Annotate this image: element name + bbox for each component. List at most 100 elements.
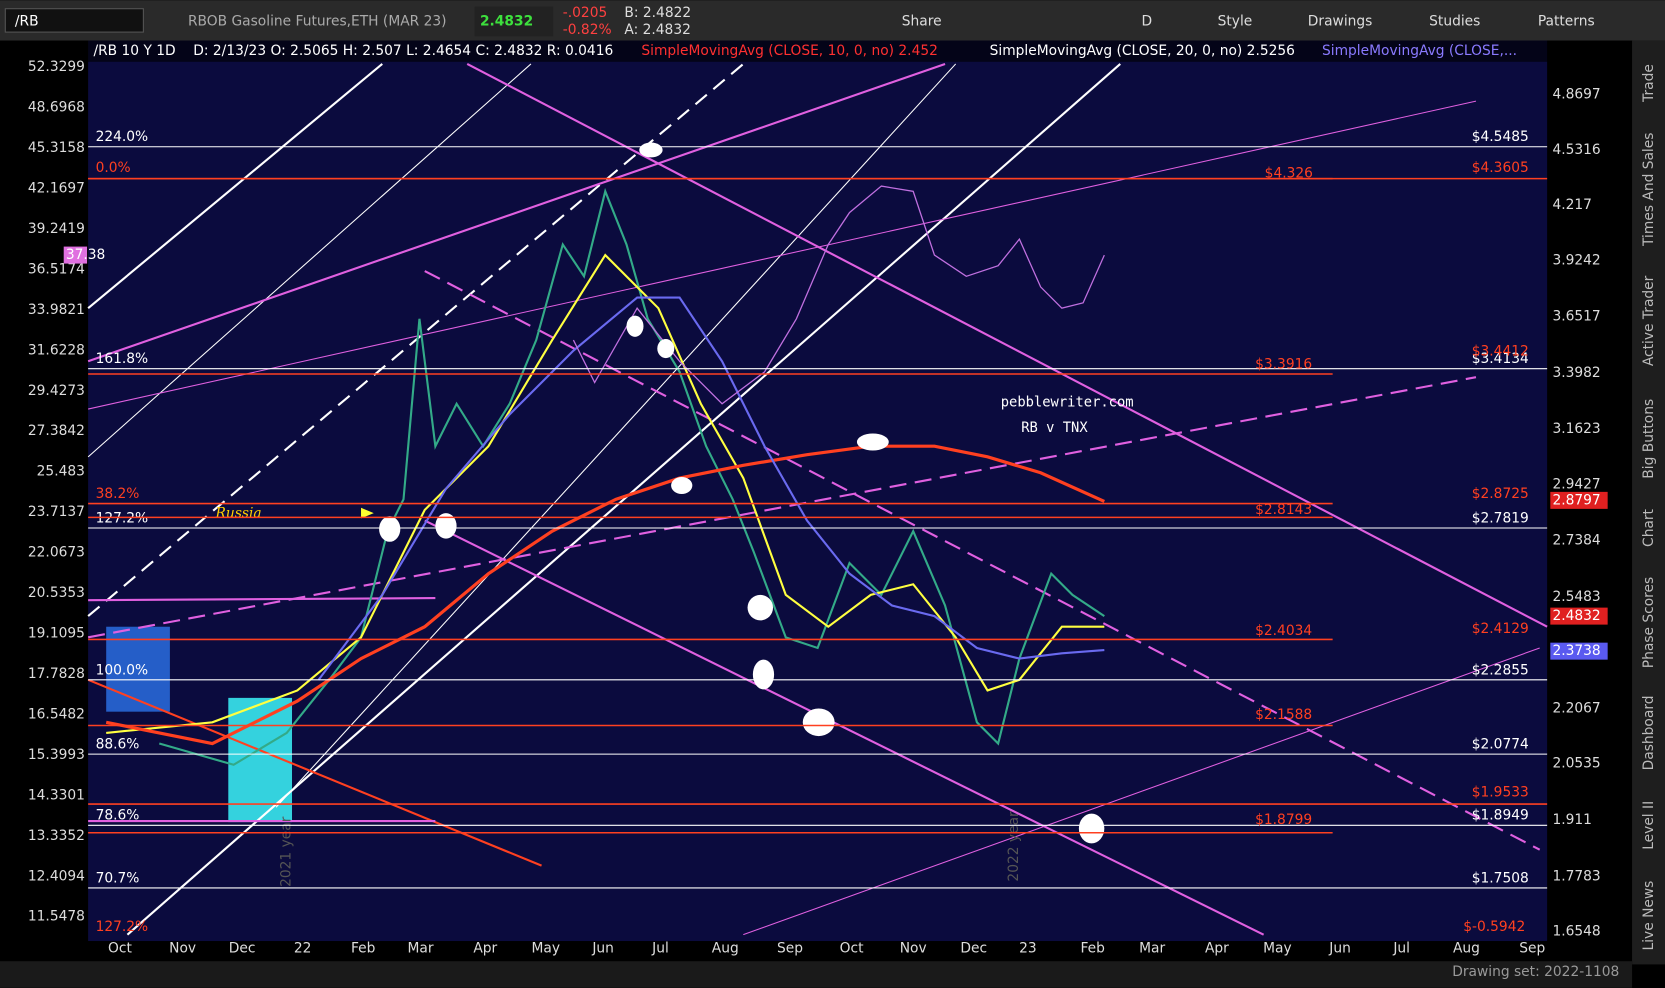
level-label: $2.1588: [1255, 707, 1312, 723]
left-tick-label: 25.483: [37, 464, 85, 480]
left-tick-label: 33.9821: [28, 302, 85, 318]
x-tick-label: Jul: [1392, 940, 1410, 956]
left-tick-label: 27.3842: [28, 423, 85, 439]
right-tick-label: 4.5316: [1552, 142, 1600, 158]
level-left-label: 88.6%: [96, 737, 140, 753]
x-tick-label: 22: [294, 940, 312, 956]
sidebar-tab[interactable]: Dashboard: [1641, 695, 1657, 770]
x-tick-label: Sep: [777, 940, 803, 956]
x-tick-label: Jun: [1328, 940, 1351, 956]
last-box: [474, 6, 554, 37]
x-tick-label: May: [1263, 940, 1292, 956]
year-mark: 2022 year: [1006, 811, 1022, 882]
change: -.0205: [563, 5, 607, 21]
right-tick-label: 2.9427: [1552, 476, 1600, 492]
level-label: $3.3916: [1255, 356, 1312, 372]
ask: A: 2.4832: [624, 22, 691, 38]
header-bar: [0, 40, 1665, 62]
symbol: /RB: [15, 13, 39, 29]
right-tick-label: 3.9242: [1552, 252, 1600, 268]
drawing-set[interactable]: Drawing set: 2022-1108: [1452, 964, 1619, 980]
toolbar-button[interactable]: Studies: [1429, 13, 1480, 29]
trend-line: [87, 62, 946, 363]
sidebar-tab[interactable]: Active Trader: [1641, 275, 1657, 366]
header-text: D: 2/13/23 O: 2.5065 H: 2.507 L: 2.4654 …: [193, 43, 613, 59]
left-tick-label: 36.5174: [28, 261, 85, 277]
left-tick-label: 48.6968: [28, 100, 85, 116]
sidebar-tab[interactable]: Big Buttons: [1641, 399, 1657, 479]
description: RBOB Gasoline Futures,ETH (MAR 23): [188, 13, 447, 29]
last-price: 2.4832: [480, 13, 533, 29]
left-tick-label: 23.7137: [28, 504, 85, 520]
toolbar-button[interactable]: Style: [1218, 13, 1253, 29]
x-tick-label: Mar: [407, 940, 433, 956]
left-tick-label: 12.4094: [28, 868, 85, 884]
toolbar-button[interactable]: Drawings: [1308, 13, 1373, 29]
level-label: 0.0%: [96, 160, 131, 176]
left-tick-label: 19.1095: [28, 626, 85, 642]
right-tick-label: 1.7783: [1552, 868, 1600, 884]
bid: B: 2.4822: [624, 5, 691, 21]
left-tick-label: 20.5353: [28, 585, 85, 601]
x-tick-label: Aug: [1453, 940, 1480, 956]
right-tick-label: 3.6517: [1552, 309, 1600, 325]
trend-line: [87, 63, 532, 458]
price-tag-label: 37.38: [66, 247, 106, 263]
trend-line: [87, 678, 542, 867]
price-path: [158, 187, 1105, 766]
left-tick-label: 39.2419: [28, 221, 85, 237]
sidebar-tab[interactable]: Live News: [1641, 881, 1657, 951]
price-tag: [1550, 607, 1608, 625]
header-text: SimpleMovingAvg (CLOSE, 10, 0, no) 2.452: [641, 43, 938, 59]
level-left-label: 224.0%: [96, 129, 149, 145]
x-tick-label: Nov: [169, 940, 196, 956]
trend-line: [87, 63, 744, 617]
right-tick-label: 3.3982: [1552, 365, 1600, 381]
level-label: $1.9533: [1472, 784, 1529, 800]
sidebar: [1632, 40, 1665, 965]
left-tick-label: 11.5478: [28, 909, 85, 925]
trend-line: [743, 647, 1540, 936]
x-tick-label: Apr: [473, 940, 497, 956]
symbol-box[interactable]: [4, 8, 144, 33]
sidebar-tab[interactable]: Phase Scores: [1641, 577, 1657, 668]
right-tick-label: 2.5483: [1552, 589, 1600, 605]
level-label: 127.2%: [96, 919, 149, 935]
left-tick-label: 22.0673: [28, 545, 85, 561]
level-right-label: $2.7819: [1472, 510, 1529, 526]
price-tag: [1550, 491, 1608, 509]
toolbar-button[interactable]: D: [1141, 13, 1152, 29]
sidebar-tab[interactable]: Chart: [1641, 508, 1657, 547]
level-right-label: $1.7508: [1472, 870, 1529, 886]
right-tick-label: 2.2067: [1552, 700, 1600, 716]
right-tick-label: 4.8697: [1552, 87, 1600, 103]
header-text: SimpleMovingAvg (CLOSE, 20, 0, no) 2.525…: [990, 43, 1295, 59]
level-right-label: $3.4134: [1472, 351, 1529, 367]
sidebar-tab[interactable]: Level II: [1641, 801, 1657, 850]
sidebar-tab[interactable]: Times And Sales: [1641, 133, 1657, 247]
toolbar-button[interactable]: Share: [902, 13, 942, 29]
price-tag: [63, 246, 88, 264]
x-tick-label: Oct: [840, 940, 864, 956]
moving-average: [106, 253, 1105, 734]
x-tick-label: May: [532, 940, 561, 956]
price-tag-label: 2.3738: [1552, 643, 1600, 659]
header-text: SimpleMovingAvg (CLOSE,...: [1322, 43, 1517, 59]
trend-line: [424, 270, 1541, 851]
level-left-label: 100.0%: [96, 662, 149, 678]
markers: [379, 142, 1105, 844]
price-tag-label: 2.8797: [1552, 492, 1600, 508]
x-tick-label: Dec: [960, 940, 987, 956]
level-label: $3.4412: [1472, 344, 1529, 360]
level-label: $-0.5942: [1463, 919, 1525, 935]
toolbar-button[interactable]: Patterns: [1538, 13, 1595, 29]
x-tick-label: Jun: [591, 940, 614, 956]
footer: [0, 961, 1633, 988]
level-right-label: $1.8949: [1472, 808, 1529, 824]
sidebar-tab[interactable]: Trade: [1641, 64, 1657, 103]
left-tick-label: 29.4273: [28, 383, 85, 399]
right-tick-label: 3.1623: [1552, 421, 1600, 437]
trend-line: [424, 519, 1265, 936]
right-tick-label: 2.0535: [1552, 756, 1600, 772]
